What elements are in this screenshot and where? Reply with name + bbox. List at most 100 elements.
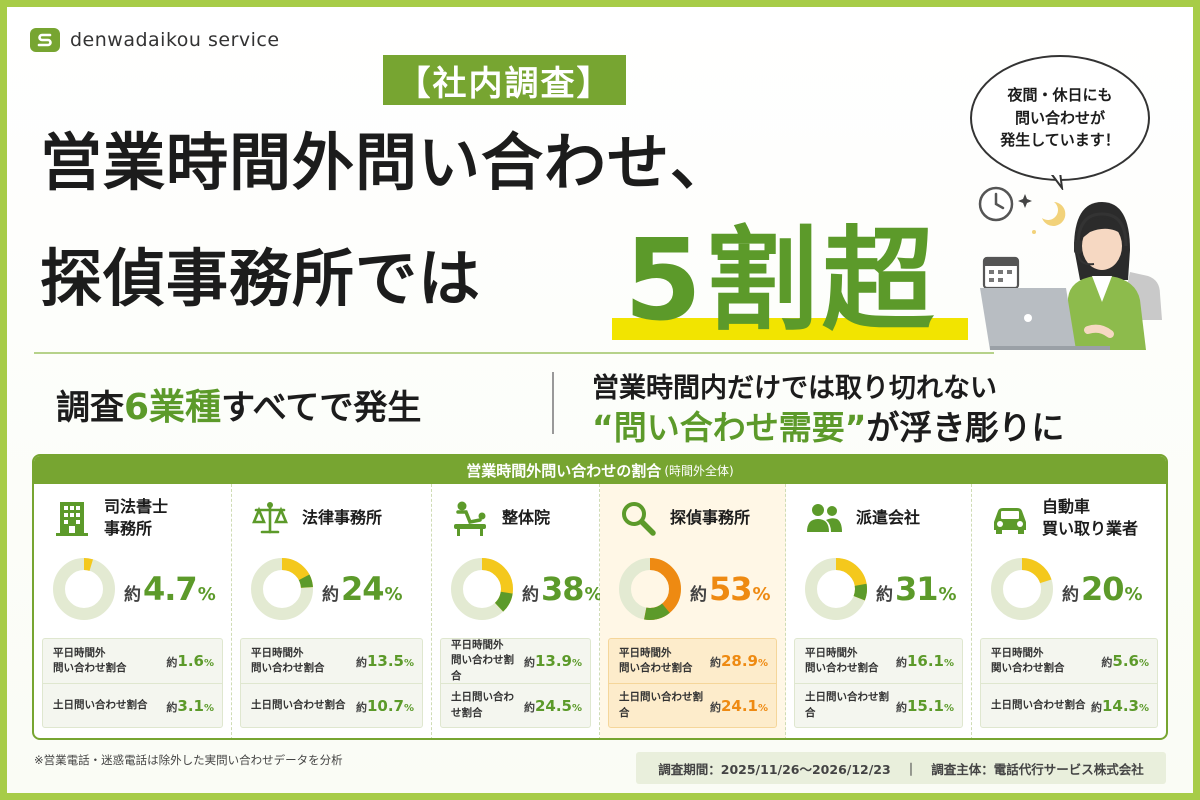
donut-chart (991, 558, 1053, 620)
highlight-text: 5割超 (624, 216, 938, 346)
weekday-number: 1.6 (177, 652, 204, 670)
industry-cards: 司法書士 事務所 約4.7% 平日時間外 問い合わせ割合 約1.6% 土日問い合わせ割合… (34, 484, 1166, 738)
percentage-prefix: 約 (876, 585, 893, 605)
weekend-row: 土日問い合わせ割合 約14.3% (981, 683, 1157, 727)
industry-card: 自動車 買い取り業者 約20% 平日時間外 関い合わせ割合 約5.6% 土日問い合わせ割… (972, 484, 1166, 738)
industry-name: 整体院 (502, 508, 551, 528)
weekend-number: 24.1 (720, 696, 758, 715)
card-main-value: 約20% (980, 544, 1158, 634)
weekday-label: 平日時間外 問い合わせ割合 (53, 646, 127, 674)
weekday-row: 平日時間外 問い合わせ割合 約28.9% (609, 639, 776, 683)
weekend-row: 土日問い合わせ割合 約24.5% (441, 683, 590, 727)
weekday-prefix: 約 (523, 656, 535, 669)
section-divider (34, 352, 994, 354)
breakdown-box: 平日時間外 問い合わせ割合 約28.9% 土日問い合わせ割合 約24.1% (608, 638, 777, 728)
card-main-value: 約31% (794, 544, 963, 634)
weekend-value: 約10.7% (356, 697, 414, 715)
weekday-unit: % (403, 658, 414, 669)
overall-percentage: 約4.7% (124, 570, 216, 608)
weekday-unit: % (757, 658, 768, 669)
weekday-label: 平日時間外 問い合わせ割合 (619, 646, 693, 674)
overall-percentage: 約24% (322, 570, 403, 608)
subhead-right-post: が浮き彫りに (866, 408, 1065, 447)
donut-slice-tail (251, 558, 313, 620)
weekend-label: 土日問い合わせ割合 (991, 698, 1086, 711)
breakdown-box: 平日時間外 関い合わせ割合 約5.6% 土日問い合わせ割合 約14.3% (980, 638, 1158, 728)
brand-logo: denwadaikou service (30, 28, 280, 52)
weekday-row: 平日時間外 問い合わせ割合 約13.5% (241, 639, 422, 683)
percentage-unit: % (384, 584, 403, 605)
percentage-unit: % (584, 584, 603, 605)
percentage-value: 31 (895, 570, 939, 608)
brand-name: denwadaikou service (70, 29, 280, 51)
weekday-prefix: 約 (355, 656, 367, 669)
weekday-prefix: 約 (166, 656, 178, 669)
magnifier-icon (622, 502, 656, 536)
weekend-number: 14.3 (1101, 696, 1139, 715)
weekend-value: 約3.1% (166, 697, 214, 715)
subhead-left-pre: 調査 (56, 388, 124, 428)
weekday-value: 約28.9% (710, 652, 768, 670)
card-main-value: 約53% (608, 544, 777, 634)
donut-chart (53, 558, 115, 620)
overall-percentage: 約20% (1062, 570, 1143, 608)
percentage-unit: % (197, 584, 216, 605)
weekend-label: 土日問い合わせ割合 (619, 691, 703, 719)
breakdown-box: 平日時間外 問い合わせ割合 約16.1% 土日問い合わせ割合 約15.1% (794, 638, 963, 728)
panel-title: 営業時間外問い合わせの割合 (時間外全体) (34, 456, 1166, 484)
card-main-value: 約24% (240, 544, 423, 634)
percentage-prefix: 約 (690, 585, 707, 605)
industry-name: 法律事務所 (302, 508, 383, 528)
industry-name: 司法書士 事務所 (104, 497, 169, 538)
weekend-unit: % (1138, 702, 1149, 714)
highlight-underline (612, 318, 968, 340)
industry-card: 整体院約38% 平日時間外 問い合わせ割合 約13.9% 土日問い合わせ割合 約24.5… (432, 484, 603, 738)
breakdown-box: 平日時間外 問い合わせ割合 約1.6% 土日問い合わせ割合 約3.1% (42, 638, 223, 728)
weekend-prefix: 約 (355, 700, 367, 714)
panel-title-note: (時間外全体) (664, 463, 734, 478)
subhead-left-post: すべてで発生 (221, 388, 422, 428)
subhead-right-line1: 営業時間内だけでは取り切れない (592, 373, 997, 404)
subhead-right-accent: “問い合わせ需要” (592, 408, 867, 447)
headline-highlight: 5割超 (612, 190, 970, 346)
weekend-row: 土日問い合わせ割合 約3.1% (43, 683, 222, 727)
donut-track (53, 558, 115, 620)
percentage-unit: % (752, 584, 771, 605)
industry-card: 探偵事務所 約53% 平日時間外 問い合わせ割合 約28.9% 土日問い合わせ割合 約24… (600, 484, 786, 738)
operator-illustration (978, 186, 1162, 350)
industry-name: 派遣会社 (856, 508, 921, 528)
weekend-prefix: 約 (709, 700, 721, 714)
survey-info-separator: ｜ (904, 761, 918, 777)
weekend-label: 土日問い合わせ割合 (451, 691, 514, 719)
card-header: 派遣会社 (794, 492, 963, 544)
weekday-label: 平日時間外 問い合わせ割合 (805, 646, 879, 674)
donut-chart (619, 558, 681, 620)
breakdown-box: 平日時間外 問い合わせ割合 約13.5% 土日問い合わせ割合 約10.7% (240, 638, 423, 728)
donut-chart (805, 558, 867, 620)
card-main-value: 約38% (440, 544, 603, 634)
card-header: 探偵事務所 (608, 492, 777, 544)
headline-line2: 探偵事務所では (40, 242, 482, 315)
weekday-unit: % (571, 658, 582, 669)
weekday-value: 約13.9% (524, 652, 582, 670)
percentage-unit: % (938, 584, 957, 605)
moon-icon (1018, 194, 1066, 234)
percentage-value: 4.7 (143, 570, 198, 608)
card-header: 法律事務所 (240, 492, 423, 544)
weekend-unit: % (571, 702, 582, 714)
weekday-row: 平日時間外 問い合わせ割合 約13.9% (441, 639, 590, 683)
donut-slice (451, 558, 513, 620)
calendar-icon (982, 256, 1020, 290)
weekday-number: 28.9 (720, 652, 758, 670)
industry-card: 法律事務所 約24% 平日時間外 問い合わせ割合 約13.5% 土日問い合わせ割合 約10… (232, 484, 432, 738)
survey-info: 調査期間：2025/11/26～2026/12/23 ｜ 調査主体：電話代行サー… (636, 752, 1166, 784)
industry-name: 探偵事務所 (670, 508, 751, 528)
card-header: 自動車 買い取り業者 (980, 492, 1158, 544)
people-icon (807, 504, 842, 532)
weekend-unit: % (203, 702, 214, 714)
building-icon (56, 502, 88, 536)
weekday-unit: % (943, 658, 954, 669)
weekend-row: 土日問い合わせ割合 約15.1% (795, 683, 962, 727)
weekday-label: 平日時間外 関い合わせ割合 (991, 646, 1065, 674)
weekday-label: 平日時間外 問い合わせ割合 (251, 646, 325, 674)
